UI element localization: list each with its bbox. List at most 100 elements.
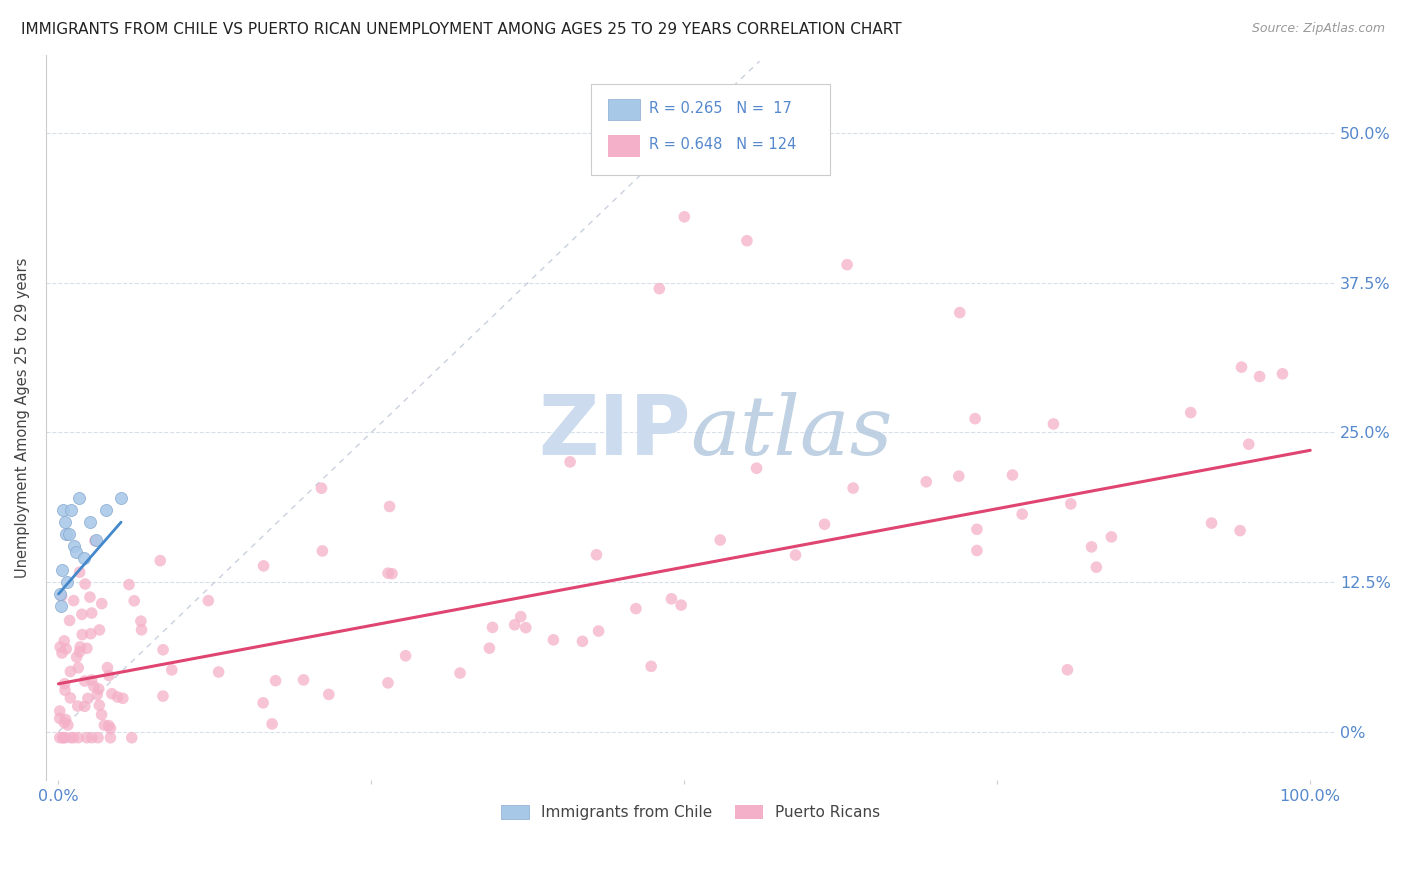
Point: [59, 731, 82, 745]
Point: [503, 617, 526, 632]
Point: [208, 665, 231, 679]
Point: [60, 503, 83, 517]
Point: [62, 731, 84, 745]
Point: [152, 689, 174, 703]
Point: [478, 641, 501, 656]
Point: [160, 663, 183, 677]
Point: [53, 515, 76, 529]
Point: [59, 665, 82, 679]
Point: [449, 666, 471, 681]
Point: [52, 503, 75, 517]
Text: ZIP: ZIP: [538, 392, 690, 473]
Point: [915, 475, 938, 489]
Point: [83, 679, 105, 693]
Point: [79, 626, 101, 640]
Point: [62, 539, 84, 553]
Point: [83, 533, 105, 548]
Point: [1249, 369, 1271, 384]
Point: [311, 481, 333, 495]
Point: [77, 691, 100, 706]
Point: [100, 731, 122, 745]
Point: [813, 517, 835, 532]
Point: [1056, 663, 1078, 677]
Point: [48, 731, 70, 745]
Point: [121, 731, 143, 745]
Point: [53, 715, 76, 730]
Point: [1042, 417, 1064, 431]
Point: [49, 599, 72, 613]
Point: [107, 690, 129, 704]
Point: [509, 609, 531, 624]
Point: [1080, 540, 1102, 554]
Point: [90, 597, 112, 611]
Point: [1060, 497, 1083, 511]
Point: [1271, 367, 1294, 381]
Point: [588, 624, 610, 638]
Point: [67, 731, 90, 745]
Point: [58, 527, 80, 541]
Point: [55, 641, 77, 656]
Point: [80, 731, 103, 745]
Point: [377, 676, 399, 690]
Point: [59, 690, 82, 705]
Point: [292, 673, 315, 687]
Point: [97, 718, 120, 732]
Point: [252, 696, 274, 710]
Point: [378, 500, 401, 514]
Point: [252, 558, 274, 573]
Point: [58, 614, 80, 628]
Point: [72, 551, 94, 566]
Point: [101, 687, 124, 701]
Point: [118, 577, 141, 591]
Point: [48, 704, 70, 718]
Point: [1229, 524, 1251, 538]
Point: [745, 461, 768, 475]
Point: [648, 282, 671, 296]
Point: [93, 718, 115, 732]
Bar: [609, 99, 640, 120]
Point: [69, 640, 91, 654]
Point: [96, 660, 118, 674]
Point: [69, 645, 91, 659]
Point: [53, 731, 76, 745]
Point: [835, 258, 858, 272]
Point: [55, 713, 77, 727]
Point: [785, 548, 807, 562]
Point: [53, 633, 76, 648]
Point: [624, 601, 647, 615]
Point: [67, 661, 90, 675]
Point: [52, 731, 75, 745]
Point: [1001, 468, 1024, 483]
Point: [70, 627, 93, 641]
Point: [197, 593, 219, 607]
Point: [735, 234, 758, 248]
Point: [67, 491, 90, 506]
Point: [94, 503, 117, 517]
Point: [76, 641, 98, 656]
Point: [56, 718, 79, 732]
Point: [709, 533, 731, 547]
Point: [515, 621, 537, 635]
Point: [571, 634, 593, 648]
Point: [100, 722, 122, 736]
Point: [70, 607, 93, 622]
Point: [80, 606, 103, 620]
Point: [394, 648, 416, 663]
Point: [965, 411, 987, 425]
Point: [1237, 437, 1260, 451]
Point: [48, 711, 70, 725]
Point: [669, 598, 692, 612]
Point: [76, 731, 98, 745]
Point: [51, 646, 73, 660]
Point: [949, 305, 972, 319]
Text: R = 0.648   N = 124: R = 0.648 N = 124: [650, 136, 797, 152]
Point: [1180, 406, 1202, 420]
Point: [1011, 507, 1033, 521]
Text: Source: ZipAtlas.com: Source: ZipAtlas.com: [1251, 22, 1385, 36]
Point: [53, 677, 76, 691]
Point: [673, 210, 696, 224]
Point: [481, 620, 503, 634]
Point: [1099, 530, 1122, 544]
Point: [585, 548, 607, 562]
Point: [79, 590, 101, 604]
